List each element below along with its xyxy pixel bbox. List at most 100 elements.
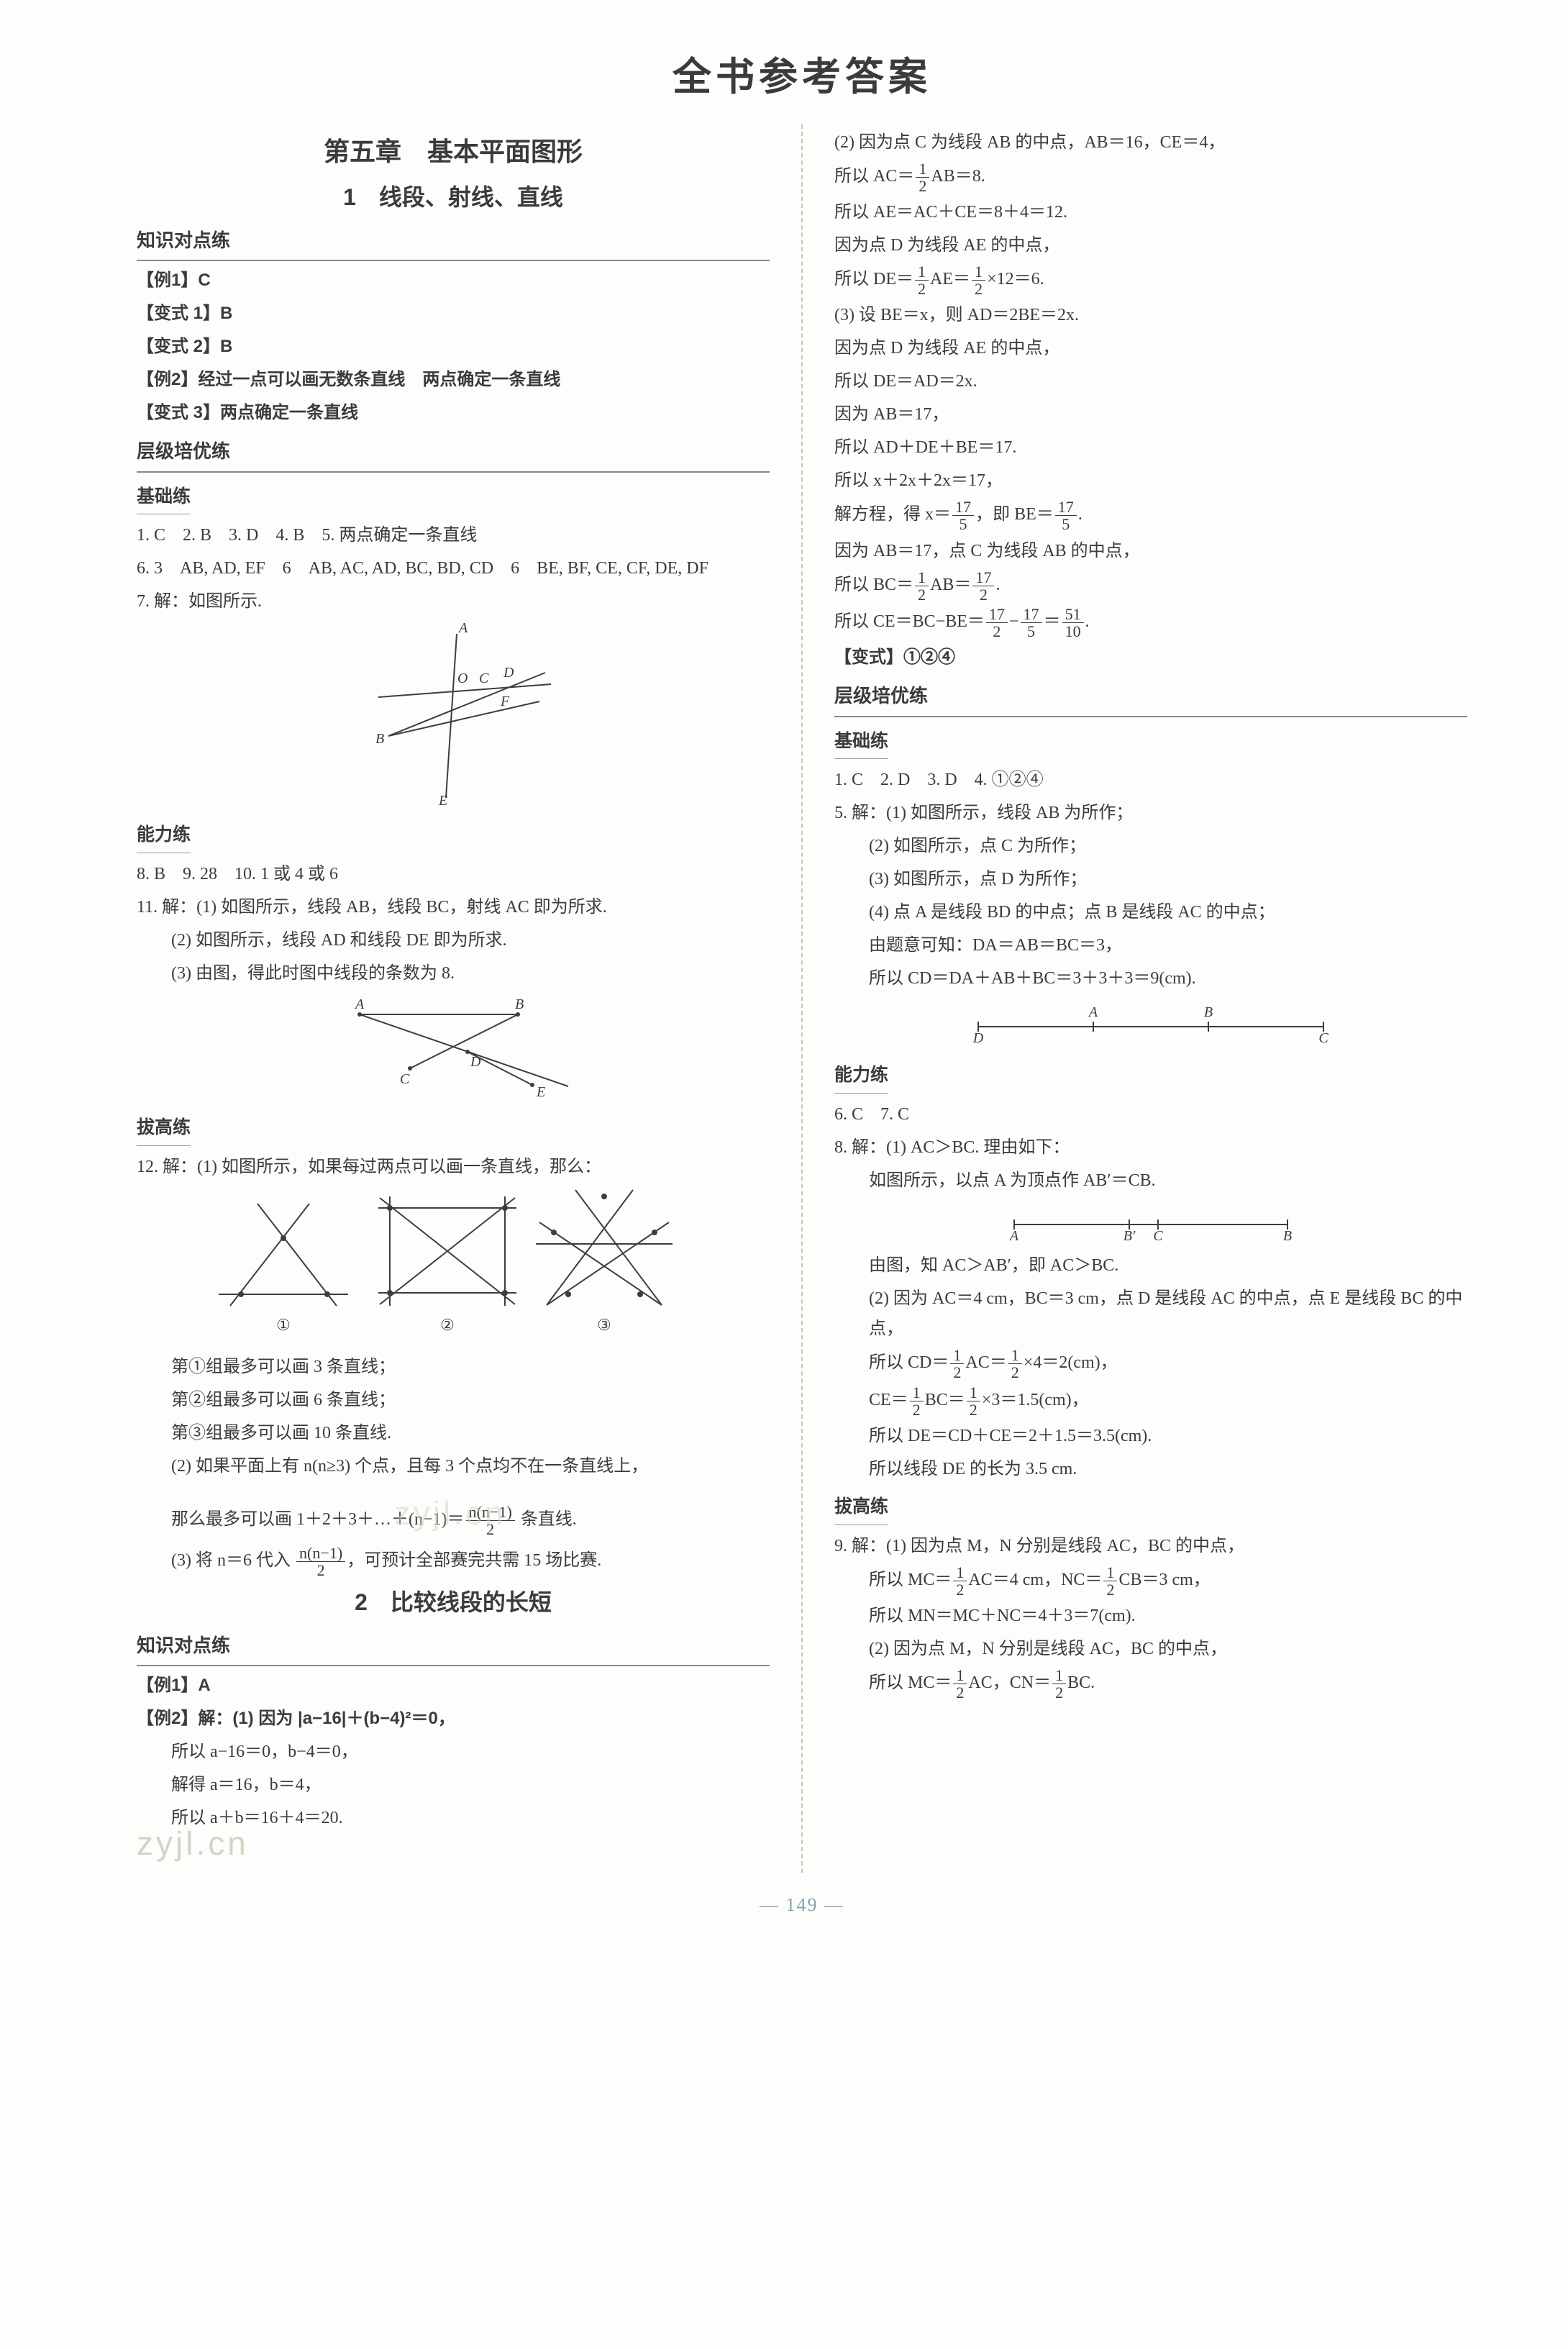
svg-text:C: C xyxy=(1318,1030,1328,1046)
svg-text:③: ③ xyxy=(597,1316,611,1334)
variant-3: 【变式 3】两点确定一条直线 xyxy=(137,398,770,428)
r-l2: 所以 AC＝12AB＝8. xyxy=(834,160,1467,194)
svg-text:O: O xyxy=(457,671,468,686)
q12-head: 12. 解：(1) 如图所示，如果每过两点可以画一条直线，那么： xyxy=(137,1152,770,1182)
block-level-practice: 层级培优练 xyxy=(137,435,770,473)
svg-text:D: D xyxy=(503,665,514,681)
q12-g2: 第②组最多可以画 6 条直线； xyxy=(137,1385,770,1415)
r-l11: 所以 x＋2x＋2x＝17， xyxy=(834,465,1467,496)
sub-ability-2: 能力练 xyxy=(834,1060,888,1094)
nll2-8b: 如图所示，以点 A 为顶点作 AB′＝CB. xyxy=(834,1166,1467,1196)
svg-text:C: C xyxy=(400,1071,410,1087)
watermark-2: zyjl.cn xyxy=(137,1814,770,1873)
svg-text:①: ① xyxy=(276,1316,291,1334)
example-2: 【例2】经过一点可以画无数条直线 两点确定一条直线 xyxy=(137,365,770,395)
section-1-heading: 1 线段、射线、直线 xyxy=(137,177,770,217)
basic-line-3: 7. 解：如图所示. xyxy=(137,586,770,617)
left-column: 第五章 基本平面图形 1 线段、射线、直线 知识对点练 【例1】C 【变式 1】… xyxy=(137,124,770,1873)
figure-q7: A B C D E F O xyxy=(137,621,770,808)
r-l5: 所以 DE＝12AE＝12×12＝6. xyxy=(834,263,1467,297)
nll2-8e: 所以 CD＝12AC＝12×4＝2(cm)， xyxy=(834,1347,1467,1381)
page-number: — 149 — xyxy=(137,1889,1467,1922)
variant-1: 【变式 1】B xyxy=(137,299,770,329)
bgl2-9c: 所以 MN＝MC＋NC＝4＋3＝7(cm). xyxy=(834,1601,1467,1631)
nll2-8g: 所以 DE＝CD＋CE＝2＋1.5＝3.5(cm). xyxy=(834,1421,1467,1451)
figure-segment-dabc: D A B C xyxy=(834,998,1467,1048)
ex2b-l3: 解得 a＝16，b＝4， xyxy=(137,1770,770,1800)
r-l10: 所以 AD＋DE＋BE＝17. xyxy=(834,432,1467,463)
jcl2-5b: (2) 如图所示，点 C 为所作； xyxy=(834,831,1467,861)
svg-text:②: ② xyxy=(440,1316,455,1334)
r-l13: 因为 AB＝17，点 C 为线段 AB 的中点， xyxy=(834,536,1467,566)
svg-text:C: C xyxy=(1153,1228,1163,1243)
nll2-8: 8. 解：(1) AC＞BC. 理由如下： xyxy=(834,1132,1467,1163)
r-l1: (2) 因为点 C 为线段 AB 的中点，AB＝16，CE＝4， xyxy=(834,127,1467,158)
nll2-line1: 6. C 7. C xyxy=(834,1099,1467,1130)
q11-1: 11. 解：(1) 如图所示，线段 AB，线段 BC，射线 AC 即为所求. xyxy=(137,892,770,922)
sub-advanced: 拔高练 xyxy=(137,1112,191,1146)
bgl2-9b: 所以 MC＝12AC＝4 cm，NC＝12CB＝3 cm， xyxy=(834,1564,1467,1598)
r-l14: 所以 BC＝12AB＝172. xyxy=(834,569,1467,603)
block-knowledge-practice: 知识对点练 xyxy=(137,224,770,262)
jcl2-5d: (4) 点 A 是线段 BD 的中点；点 B 是线段 AC 的中点； xyxy=(834,897,1467,927)
figure-q12: ① ② ③ xyxy=(137,1186,770,1345)
sub-basic-2: 基础练 xyxy=(834,726,888,760)
example-1b: 【例1】A xyxy=(137,1671,770,1701)
basic-line-1: 1. C 2. B 3. D 4. B 5. 两点确定一条直线 xyxy=(137,520,770,550)
jcl2-5: 5. 解：(1) 如图所示，线段 AB 为所作； xyxy=(834,798,1467,828)
bgl2-9e: 所以 MC＝12AC，CN＝12BC. xyxy=(834,1667,1467,1701)
svg-text:F: F xyxy=(500,694,510,709)
q12-2b: 那么最多可以画 1＋2＋3＋…＋(n−1)＝n(n−1)2 条直线. zyjl.… xyxy=(137,1484,770,1542)
r-l15: 所以 CE＝BC−BE＝172−175＝5110. xyxy=(834,606,1467,640)
nll2-8d: (2) 因为 AC＝4 cm，BC＝3 cm，点 D 是线段 AC 的中点，点 … xyxy=(834,1283,1467,1344)
nll2-8h: 所以线段 DE 的长为 3.5 cm. xyxy=(834,1454,1467,1484)
svg-text:A: A xyxy=(1008,1228,1019,1243)
basic-line-2: 6. 3 AB, AD, EF 6 AB, AC, AD, BC, BD, CD… xyxy=(137,553,770,583)
q12-2a: (2) 如果平面上有 n(n≥3) 个点，且每 3 个点均不在一条直线上， xyxy=(137,1451,770,1481)
q12-3: (3) 将 n＝6 代入 n(n−1)2，可预计全部赛完共需 15 场比赛. xyxy=(137,1545,770,1578)
jcl2-5f: 所以 CD＝DA＋AB＋BC＝3＋3＋3＝9(cm). xyxy=(834,963,1467,994)
svg-text:E: E xyxy=(438,793,447,808)
column-divider xyxy=(801,124,803,1873)
main-title: 全书参考答案 xyxy=(137,43,1467,112)
q12-g1: 第①组最多可以画 3 条直线； xyxy=(137,1352,770,1382)
nll2-8c: 由图，知 AC＞AB′，即 AC＞BC. xyxy=(834,1250,1467,1281)
svg-text:C: C xyxy=(479,671,489,686)
svg-text:A: A xyxy=(457,621,468,636)
q11-2: (2) 如图所示，线段 AD 和线段 DE 即为所求. xyxy=(137,925,770,955)
svg-text:D: D xyxy=(470,1054,481,1070)
svg-text:B: B xyxy=(1204,1004,1213,1020)
svg-text:B: B xyxy=(515,996,524,1012)
r-l4: 因为点 D 为线段 AE 的中点， xyxy=(834,230,1467,260)
svg-text:A: A xyxy=(354,996,365,1012)
ability-line-1: 8. B 9. 28 10. 1 或 4 或 6 xyxy=(137,859,770,889)
svg-text:D: D xyxy=(972,1030,984,1046)
example-1: 【例1】C xyxy=(137,265,770,296)
r-l8: 所以 DE＝AD＝2x. xyxy=(834,366,1467,396)
r-l9: 因为 AB＝17， xyxy=(834,399,1467,430)
right-column: (2) 因为点 C 为线段 AB 的中点，AB＝16，CE＝4， 所以 AC＝1… xyxy=(834,124,1467,1873)
sub-basic: 基础练 xyxy=(137,481,191,515)
variant-right: 【变式】①②④ xyxy=(834,642,1467,673)
nll2-8f: CE＝12BC＝12×3＝1.5(cm)， xyxy=(834,1384,1467,1418)
q12-g3: 第③组最多可以画 10 条直线. xyxy=(137,1418,770,1448)
r-l3: 所以 AE＝AC＋CE＝8＋4＝12. xyxy=(834,197,1467,227)
svg-text:A: A xyxy=(1088,1004,1098,1020)
figure-q11: A B C D E xyxy=(137,993,770,1101)
svg-text:B: B xyxy=(375,731,384,747)
jcl2-5c: (3) 如图所示，点 D 为所作； xyxy=(834,864,1467,894)
r-l6: (3) 设 BE＝x，则 AD＝2BE＝2x. xyxy=(834,300,1467,330)
svg-text:B: B xyxy=(1283,1228,1292,1243)
example-2b: 【例2】解：(1) 因为 |a−16|＋(b−4)²＝0， xyxy=(137,1704,770,1734)
bgl2-9: 9. 解：(1) 因为点 M，N 分别是线段 AC，BC 的中点， xyxy=(834,1531,1467,1561)
r-l7: 因为点 D 为线段 AE 的中点， xyxy=(834,333,1467,363)
block-knowledge-practice-2: 知识对点练 xyxy=(137,1630,770,1667)
sub-advanced-2: 拔高练 xyxy=(834,1491,888,1525)
bgl2-9d: (2) 因为点 M，N 分别是线段 AC，BC 的中点， xyxy=(834,1634,1467,1664)
variant-2: 【变式 2】B xyxy=(137,332,770,362)
svg-text:E: E xyxy=(536,1084,545,1100)
svg-text:B′: B′ xyxy=(1123,1228,1136,1243)
ex2b-l2: 所以 a−16＝0，b−4＝0， xyxy=(137,1737,770,1767)
watermark-1: zyjl.cn xyxy=(394,1494,506,1532)
block-level-practice-2: 层级培优练 xyxy=(834,680,1467,717)
